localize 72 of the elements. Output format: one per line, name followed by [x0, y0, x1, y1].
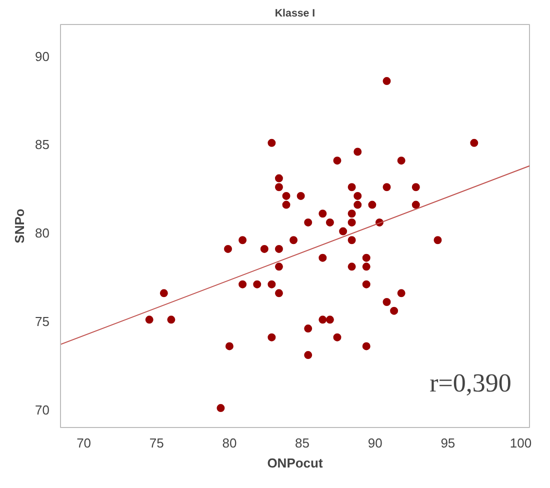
point — [434, 236, 442, 244]
point — [382, 183, 391, 192]
point — [274, 183, 283, 192]
point — [238, 280, 247, 288]
point — [362, 342, 370, 350]
x-tick-label: 100 — [510, 436, 532, 450]
point — [274, 174, 283, 182]
point — [145, 316, 154, 324]
point — [274, 244, 283, 253]
point — [390, 306, 398, 315]
y-tick-label: 90 — [35, 48, 50, 64]
point — [290, 236, 298, 244]
x-axis-title: ONPocut — [267, 456, 324, 470]
point — [333, 156, 342, 165]
x-tick-label: 80 — [222, 436, 237, 450]
point — [362, 254, 370, 262]
point — [268, 333, 276, 342]
point — [397, 156, 406, 165]
point — [318, 254, 327, 262]
point — [224, 244, 232, 253]
point — [382, 298, 391, 306]
y-tick-label: 85 — [35, 137, 50, 152]
point — [274, 289, 283, 298]
x-tick-label: 75 — [149, 436, 164, 450]
y-tick-label: 75 — [35, 314, 50, 329]
y-tick-label: 80 — [35, 226, 50, 241]
y-axis-title: SNPo — [12, 208, 28, 244]
point — [225, 342, 234, 350]
x-tick-label: 95 — [440, 436, 456, 450]
point — [216, 404, 225, 412]
point — [304, 218, 312, 226]
point — [318, 316, 327, 324]
point — [354, 200, 362, 209]
point — [296, 192, 305, 200]
point — [368, 200, 376, 209]
point — [268, 138, 276, 147]
point — [318, 210, 327, 218]
point — [354, 192, 362, 200]
point — [348, 183, 356, 192]
point — [326, 218, 334, 226]
point — [274, 262, 283, 271]
point — [304, 351, 312, 360]
point — [348, 218, 356, 226]
point — [238, 236, 247, 244]
point — [354, 148, 362, 156]
point — [412, 183, 420, 192]
point — [412, 200, 420, 209]
point — [304, 324, 312, 333]
x-tick-label: 70 — [76, 436, 92, 450]
point — [282, 192, 290, 200]
point — [268, 280, 276, 288]
point — [167, 316, 176, 324]
point — [282, 200, 290, 209]
x-tick-label: 85 — [295, 436, 310, 450]
point — [397, 289, 406, 298]
point — [333, 333, 342, 342]
y-tick-label: 70 — [35, 402, 50, 418]
point — [348, 262, 356, 271]
point — [470, 138, 478, 147]
point — [362, 262, 370, 271]
point — [362, 280, 370, 288]
chart-title: Klasse I — [274, 8, 316, 20]
point — [382, 77, 391, 86]
point — [160, 289, 168, 298]
point — [326, 316, 334, 324]
point — [339, 227, 348, 236]
point — [253, 280, 262, 288]
x-tick-label: 90 — [368, 436, 382, 450]
point — [348, 236, 356, 244]
point — [260, 244, 268, 253]
point — [348, 210, 356, 218]
annotation: r=0,390 — [430, 368, 512, 398]
